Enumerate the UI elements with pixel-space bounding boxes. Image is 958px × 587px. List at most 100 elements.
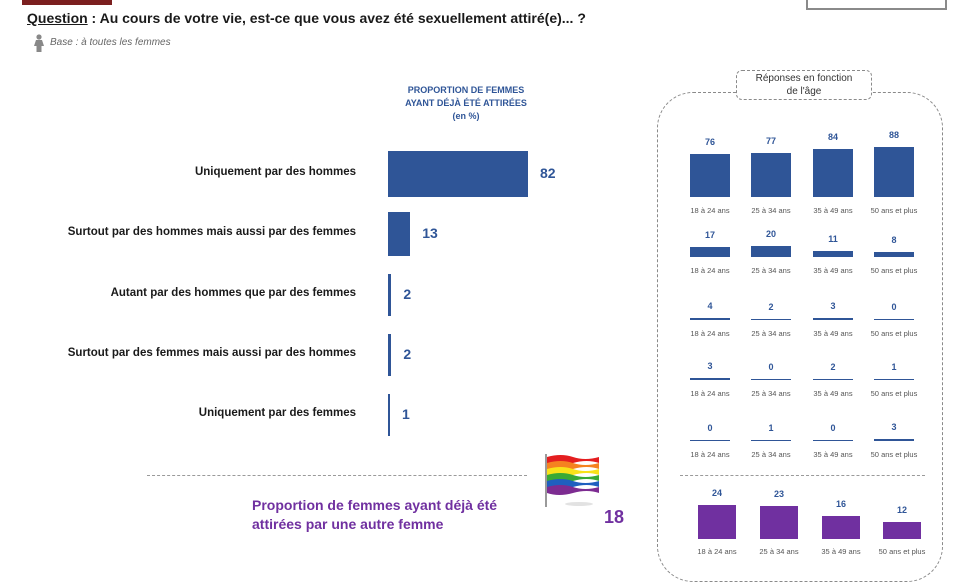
bar-value-label: 1 xyxy=(402,406,410,422)
age-value-label: 88 xyxy=(888,130,899,140)
summary-age-bar xyxy=(883,522,921,539)
summary-age-value-label: 12 xyxy=(896,505,907,515)
age-bar xyxy=(874,147,914,197)
summary-text-line2: attirées par une autre femme xyxy=(252,516,444,532)
age-category-label: 50 ans et plus xyxy=(870,206,918,215)
age-category-label: 18 à 24 ans xyxy=(690,266,730,275)
summary-age-category-label: 35 à 49 ans xyxy=(821,547,861,556)
age-value-label: 11 xyxy=(828,233,838,244)
age-value-label: 2 xyxy=(830,361,836,372)
age-bar xyxy=(751,245,791,257)
main-chart-title: PROPORTION DE FEMMES AYANT DÉJÀ ÉTÉ ATTI… xyxy=(376,84,556,123)
bar xyxy=(388,334,392,376)
age-bar xyxy=(690,247,730,257)
age-category-label: 25 à 34 ans xyxy=(751,206,791,215)
summary-value: 18 xyxy=(604,507,625,527)
summary-age-category-label: 50 ans et plus xyxy=(878,547,926,556)
rainbow-flag-icon xyxy=(543,452,601,513)
age-category-label: 35 à 49 ans xyxy=(813,206,853,215)
category-label: Uniquement par des femmes xyxy=(198,407,356,419)
bar-value-label: 13 xyxy=(422,225,438,241)
category-label: Surtout par des femmes mais aussi par de… xyxy=(67,347,356,359)
age-category-label: 50 ans et plus xyxy=(870,329,918,338)
main-chart-title-line2: AYANT DÉJÀ ÉTÉ ATTIRÉES xyxy=(405,98,527,108)
age-panel-title-line1: Réponses en fonction xyxy=(755,73,853,84)
category-label: Surtout par des hommes mais aussi par de… xyxy=(67,226,356,238)
question-text: : Au cours de votre vie, est-ce que vous… xyxy=(87,10,586,26)
age-category-label: 50 ans et plus xyxy=(870,389,918,398)
age-bar xyxy=(813,378,853,380)
age-category-label: 18 à 24 ans xyxy=(690,450,730,459)
summary-age-value-label: 24 xyxy=(711,488,722,498)
age-value-label: 8 xyxy=(891,235,897,246)
age-value-label: 20 xyxy=(765,228,776,239)
age-bar xyxy=(690,153,730,197)
age-bar xyxy=(751,318,791,320)
bar-value-label: 2 xyxy=(403,286,412,302)
question-label: Question xyxy=(27,10,88,26)
age-value-label: 1 xyxy=(768,422,774,433)
age-value-label: 4 xyxy=(707,300,713,311)
woman-icon xyxy=(33,34,45,57)
age-value-label: 77 xyxy=(765,136,776,147)
age-bar xyxy=(813,439,853,441)
divider-left xyxy=(147,475,527,476)
summary-age-value-label: 23 xyxy=(773,489,784,500)
age-bar xyxy=(874,318,914,320)
age-bar xyxy=(813,149,853,197)
age-category-label: 25 à 34 ans xyxy=(751,329,791,338)
age-panel-title-line2: de l'âge xyxy=(786,86,822,97)
age-bar xyxy=(690,317,730,320)
age-value-label: 3 xyxy=(891,422,897,433)
age-bar xyxy=(813,250,853,257)
bar-value-label: 2 xyxy=(403,346,412,362)
bar xyxy=(388,212,411,256)
age-value-label: 3 xyxy=(830,301,836,312)
age-bar xyxy=(690,378,730,380)
age-value-label: 17 xyxy=(704,230,715,241)
age-value-label: 3 xyxy=(707,361,713,372)
top-right-frame xyxy=(806,0,947,10)
main-chart-title-line3: (en %) xyxy=(452,111,480,121)
bar-value-label: 82 xyxy=(540,165,556,181)
summary-text: Proportion de femmes ayant déjà été atti… xyxy=(252,496,497,534)
age-category-label: 18 à 24 ans xyxy=(690,329,730,338)
age-bar xyxy=(690,439,730,441)
age-category-label: 25 à 34 ans xyxy=(751,266,791,275)
summary-age-bar xyxy=(822,516,860,539)
age-bar xyxy=(874,378,914,380)
summary-age-category-label: 18 à 24 ans xyxy=(697,547,737,556)
age-value-label: 0 xyxy=(891,301,897,312)
main-chart-title-line1: PROPORTION DE FEMMES xyxy=(407,85,525,95)
age-category-label: 25 à 34 ans xyxy=(751,450,791,459)
age-bar xyxy=(751,439,791,441)
age-panel-title: Réponses en fonction de l'âge xyxy=(736,70,872,100)
bar xyxy=(388,274,392,316)
summary-text-line1: Proportion de femmes ayant déjà été xyxy=(252,497,498,513)
age-value-label: 76 xyxy=(704,136,715,147)
age-bar xyxy=(751,153,791,197)
age-category-label: 25 à 34 ans xyxy=(751,389,791,398)
age-bar xyxy=(751,378,791,380)
age-value-label: 1 xyxy=(891,361,897,372)
summary-age-category-label: 25 à 34 ans xyxy=(759,547,799,556)
summary-age-value-label: 16 xyxy=(835,499,846,510)
category-label: Uniquement par des hommes xyxy=(194,166,356,178)
age-category-label: 18 à 24 ans xyxy=(690,206,730,215)
divider-right xyxy=(680,475,925,476)
age-bar xyxy=(874,439,914,441)
age-value-label: 0 xyxy=(830,422,836,433)
age-category-label: 35 à 49 ans xyxy=(813,266,853,275)
age-category-label: 50 ans et plus xyxy=(870,266,918,275)
base-note: Base : à toutes les femmes xyxy=(50,37,171,48)
age-category-label: 18 à 24 ans xyxy=(690,389,730,398)
question-heading: Question : Au cours de votre vie, est-ce… xyxy=(27,10,586,26)
category-label: Autant par des hommes que par des femmes xyxy=(110,287,356,299)
summary-age-bar xyxy=(760,506,798,539)
age-value-label: 84 xyxy=(827,132,838,143)
top-accent-bar xyxy=(22,0,112,5)
age-category-label: 50 ans et plus xyxy=(870,450,918,459)
age-value-label: 2 xyxy=(768,301,774,312)
age-category-label: 35 à 49 ans xyxy=(813,450,853,459)
age-bar xyxy=(874,252,914,257)
